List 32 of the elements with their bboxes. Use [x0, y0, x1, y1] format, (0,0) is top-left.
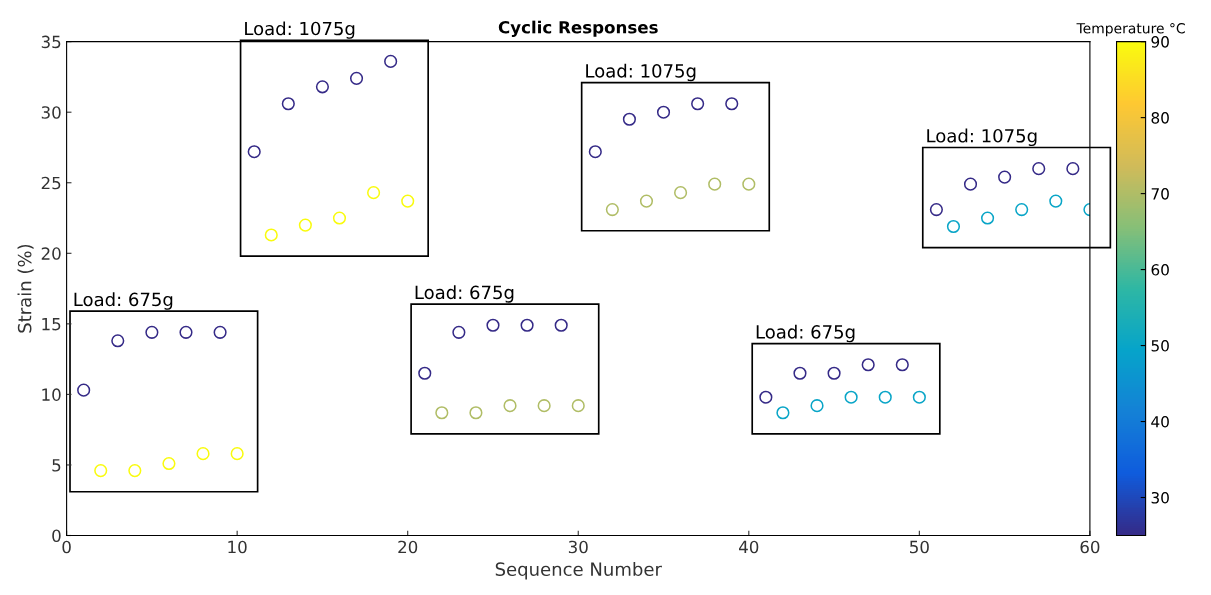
color-bar-label: 70: [1151, 188, 1169, 200]
color-bar-label: 30: [1151, 491, 1169, 504]
color-bar-title: Temperature °C: [1076, 23, 1185, 37]
y-tick-label: 20: [41, 247, 61, 260]
x-tick-label: 30: [568, 540, 588, 554]
x-tick-label: 40: [739, 540, 759, 554]
annotation: Load: 1075g: [586, 63, 696, 82]
chart-title: Cyclic Responses: [498, 20, 658, 37]
x-axis-title: Sequence Number: [495, 562, 662, 580]
x-tick-label: 10: [228, 540, 247, 554]
x-tick-label: 50: [910, 540, 929, 554]
x-tick-label: 0: [62, 540, 71, 554]
color-bar-label: 80: [1151, 112, 1169, 124]
y-tick-label: 25: [41, 176, 61, 190]
x-tick-label: 20: [398, 540, 418, 554]
annotation: Load: 675g: [74, 292, 173, 310]
color-bar-label: 60: [1151, 264, 1169, 276]
y-tick-label: 5: [52, 459, 61, 472]
color-bar-label: 40: [1151, 416, 1169, 428]
color-bar-label: 50: [1151, 340, 1169, 352]
y-tick-label: 0: [52, 529, 61, 543]
annotation: Load: 1075g: [927, 128, 1037, 147]
y-axis-title: Strain (%): [17, 244, 34, 333]
y-tick-label: 10: [42, 388, 61, 401]
x-tick-label: 60: [1080, 540, 1100, 554]
text: Load: 1075g: [245, 21, 355, 39]
annotation: Load: 675g: [415, 285, 514, 303]
y-tick-label: 30: [41, 106, 61, 119]
y-tick-label: 15: [42, 318, 61, 331]
y-tick-label: 35: [41, 35, 61, 49]
color-bar-label: 90: [1151, 36, 1169, 48]
annotation: Load: 675g: [756, 324, 855, 343]
